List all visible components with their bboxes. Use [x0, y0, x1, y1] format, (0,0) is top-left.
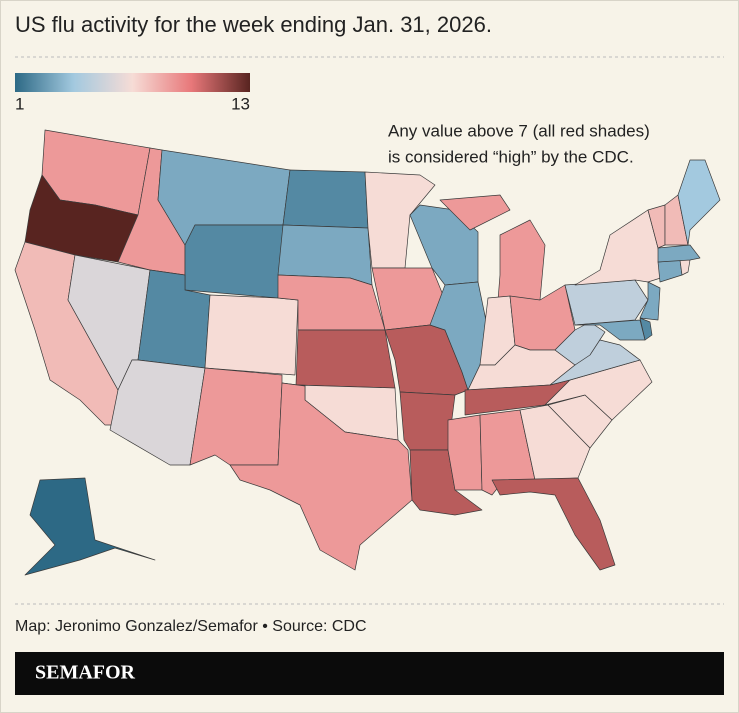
title: US flu activity for the week ending Jan.…	[15, 12, 492, 37]
state	[295, 329, 396, 389]
state	[491, 477, 616, 571]
brand: SEMAFOR	[35, 662, 136, 684]
state	[657, 244, 701, 263]
state	[677, 159, 721, 246]
state	[24, 477, 156, 576]
credit: Map: Jeronimo Gonzalez/Semafor • Source:…	[15, 618, 367, 635]
legend-bar	[15, 73, 250, 92]
state	[364, 171, 436, 269]
state	[447, 414, 483, 491]
state	[399, 391, 456, 451]
state	[189, 367, 283, 466]
state	[229, 382, 413, 571]
legend-max: 13	[231, 94, 250, 113]
annotation: Any value above 7 (all red shades)	[388, 121, 650, 140]
brand-bar	[15, 652, 724, 695]
state	[554, 321, 606, 366]
map	[14, 129, 721, 576]
legend-min: 1	[15, 94, 24, 113]
annotation: is considered “high” by the CDC.	[388, 147, 634, 166]
state	[639, 281, 661, 321]
state	[574, 319, 646, 341]
state	[564, 279, 649, 326]
state	[184, 224, 284, 299]
state	[204, 294, 299, 376]
state	[282, 169, 369, 229]
state	[519, 404, 591, 481]
